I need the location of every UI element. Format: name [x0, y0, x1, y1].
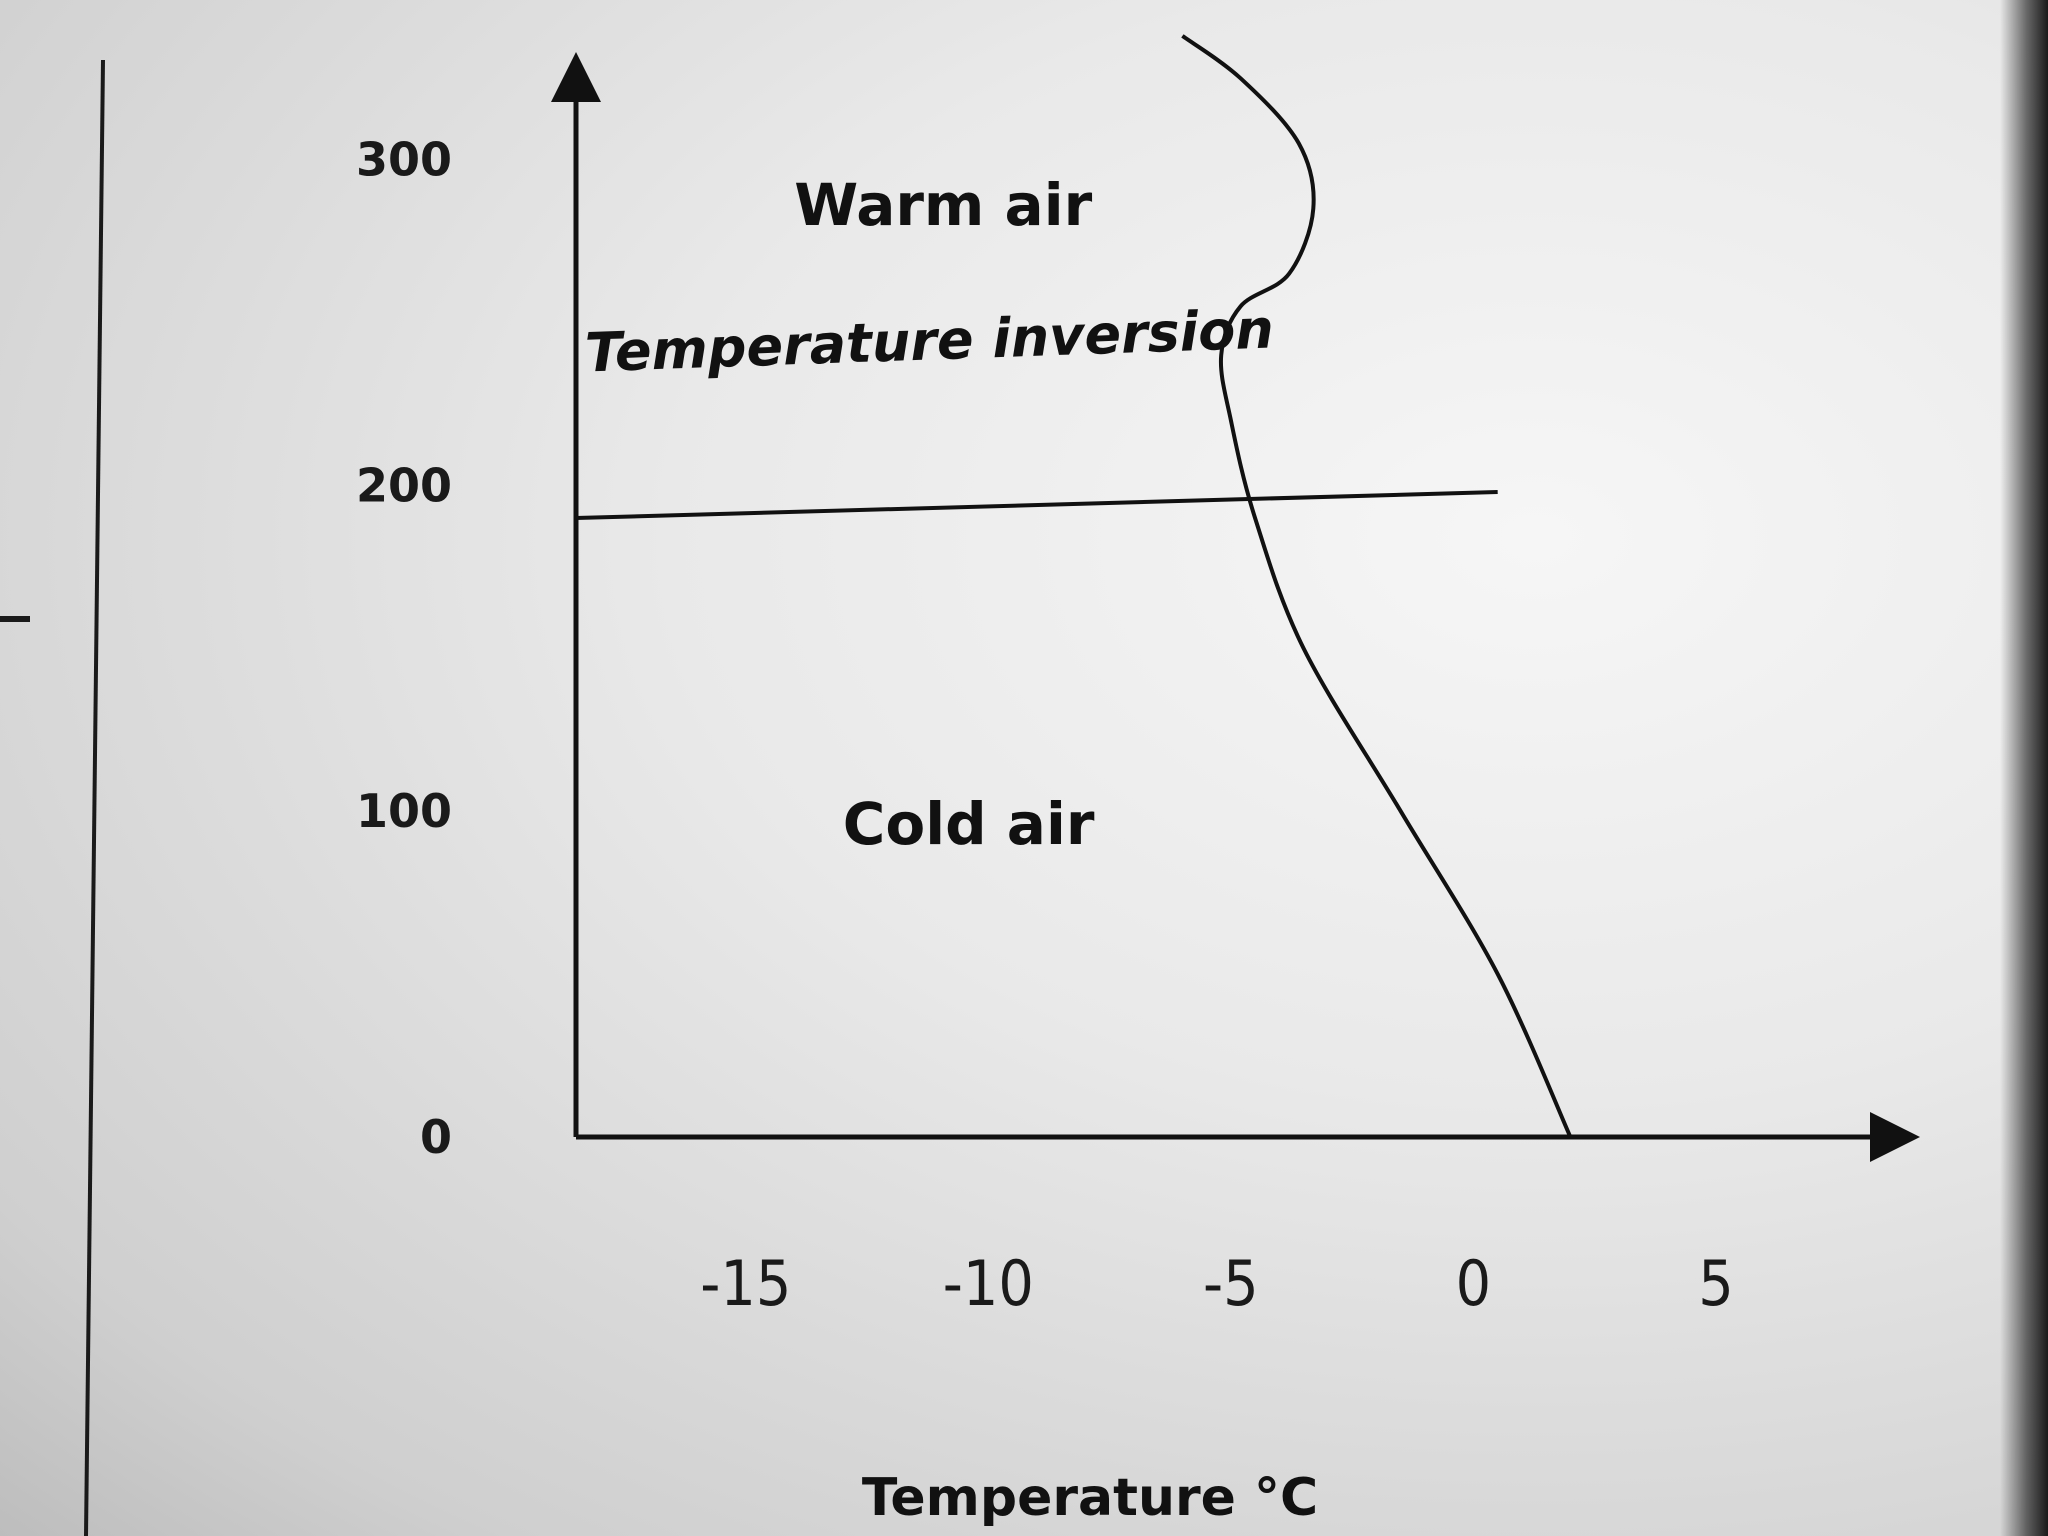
y-tick-label: 200: [356, 458, 452, 512]
series-layer: [575, 34, 1573, 1138]
y-tick-label: 100: [356, 784, 452, 838]
axes: [551, 52, 1920, 1162]
x-tick-labels: -15 -10 -5 0 5: [700, 1247, 1733, 1320]
x-tick-label: -10: [943, 1247, 1034, 1320]
chart-annotation: Temperature inversion: [584, 297, 1275, 384]
page-edge-shadow: [2000, 0, 2048, 1536]
y-tick-label: 0: [420, 1110, 452, 1164]
inversion-boundary-line: [575, 490, 1498, 521]
x-axis-title: Temperature °C: [862, 1468, 1318, 1528]
x-tick-label: 5: [1698, 1247, 1733, 1320]
chart-annotation: Cold air: [843, 790, 1095, 858]
temperature-profile-line: [1181, 34, 1573, 1138]
x-tick-label: -15: [700, 1247, 791, 1320]
y-tick-label: 300: [356, 133, 452, 187]
chart-annotation: Warm air: [794, 171, 1092, 239]
page-margin-line: [84, 59, 105, 1536]
x-tick-label: -5: [1203, 1247, 1259, 1320]
y-tick-labels: 0 100 200 300: [356, 133, 452, 1164]
x-tick-label: 0: [1456, 1247, 1491, 1320]
